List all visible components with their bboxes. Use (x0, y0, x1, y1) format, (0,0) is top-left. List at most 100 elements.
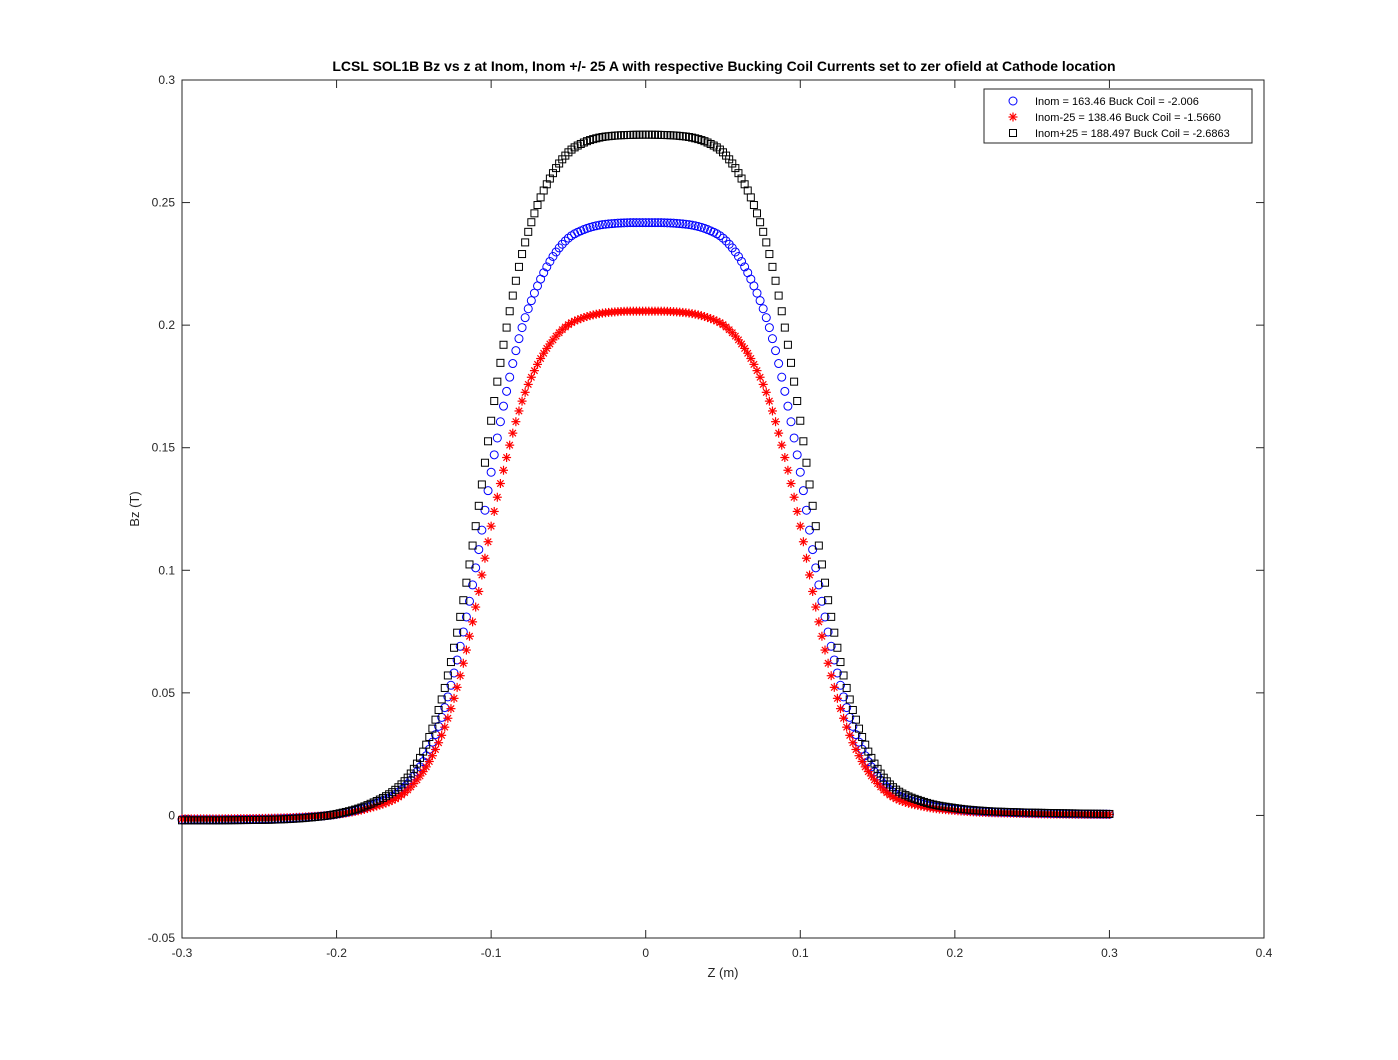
y-axis: -0.05 0 0.05 0.1 0.15 0.2 0.25 0.3 (148, 73, 1264, 945)
data-point (820, 612, 830, 622)
x-tick-label: 0.1 (792, 946, 809, 960)
data-point (526, 372, 536, 382)
data-point (465, 596, 475, 606)
data-point (477, 480, 486, 489)
x-tick-label: 0.3 (1101, 946, 1118, 960)
data-point (860, 762, 870, 772)
data-point (792, 450, 802, 460)
data-point (830, 628, 839, 637)
y-tick-label: 0.15 (152, 441, 176, 455)
data-point (866, 771, 876, 781)
data-point (591, 221, 601, 231)
data-point (653, 218, 663, 228)
data-point (601, 219, 611, 229)
data-point (511, 346, 521, 356)
data-point (672, 218, 682, 228)
data-point (483, 537, 493, 547)
data-point (755, 372, 765, 382)
data-point (792, 506, 802, 516)
data-point (511, 276, 520, 285)
data-point (539, 268, 549, 278)
legend-marker-circle (1008, 96, 1018, 106)
data-point (771, 346, 781, 356)
legend-box (983, 88, 1253, 144)
data-point (434, 705, 443, 714)
data-series (177, 130, 1114, 825)
data-point (492, 433, 502, 443)
data-point (434, 738, 444, 748)
data-point (418, 767, 428, 777)
y-tick-label: 0.3 (158, 73, 175, 87)
data-point (805, 570, 815, 580)
data-point (474, 545, 484, 555)
data-point (839, 713, 849, 723)
data-point (514, 406, 524, 416)
data-point (462, 578, 471, 587)
data-point (523, 379, 533, 389)
data-point (514, 262, 523, 271)
data-point (821, 578, 830, 587)
data-point (767, 406, 777, 416)
data-point (505, 307, 514, 316)
data-point (820, 645, 830, 655)
data-point (851, 715, 860, 724)
data-point (474, 501, 483, 510)
data-point (665, 218, 675, 228)
x-axis: -0.3 -0.2 -0.1 0 0.1 0.2 0.3 0.4 (172, 80, 1273, 960)
data-point (842, 703, 852, 713)
data-point (829, 655, 839, 665)
data-point (526, 296, 536, 306)
data-point (715, 231, 725, 241)
legend-entry: Inom+25 = 188.497 Buck Coil = -2.6863 (1035, 128, 1230, 140)
data-point (458, 658, 468, 668)
data-point (802, 458, 811, 467)
data-point (842, 683, 851, 692)
data-point (425, 732, 434, 741)
data-point (783, 340, 792, 349)
data-point (459, 596, 468, 605)
data-point (765, 250, 774, 259)
data-point (783, 465, 793, 475)
data-point (826, 671, 836, 681)
y-tick-label: 0.25 (152, 196, 176, 210)
data-point (452, 682, 462, 692)
data-point (749, 201, 758, 210)
data-point (631, 218, 641, 228)
data-point (635, 218, 645, 228)
data-point (845, 730, 855, 740)
data-point (424, 756, 434, 766)
data-point (421, 762, 431, 772)
data-point (468, 541, 477, 550)
data-point (489, 450, 499, 460)
data-point (1105, 809, 1114, 818)
data-point (619, 218, 629, 228)
data-point (443, 713, 453, 723)
data-point (422, 740, 431, 749)
data-point (759, 227, 768, 236)
data-point (780, 453, 790, 463)
data-point (721, 236, 731, 246)
data-point (489, 506, 499, 516)
data-point (487, 416, 496, 425)
x-tick-label: 0 (642, 946, 649, 960)
data-point (808, 545, 818, 555)
data-point (453, 628, 462, 637)
data-point (490, 397, 499, 406)
data-point (449, 693, 459, 703)
data-point (492, 492, 502, 502)
data-point (545, 256, 555, 266)
data-point (610, 218, 620, 228)
data-point (450, 643, 459, 652)
data-point (687, 220, 697, 230)
data-point (777, 372, 787, 382)
y-tick-label: 0.1 (158, 563, 175, 577)
data-point (662, 218, 672, 228)
data-point (542, 262, 552, 272)
data-point (563, 233, 573, 243)
y-axis-label: Bz (T) (127, 491, 142, 526)
data-point (836, 658, 845, 667)
data-point (495, 417, 505, 427)
data-point (523, 304, 533, 314)
data-point (811, 522, 820, 531)
